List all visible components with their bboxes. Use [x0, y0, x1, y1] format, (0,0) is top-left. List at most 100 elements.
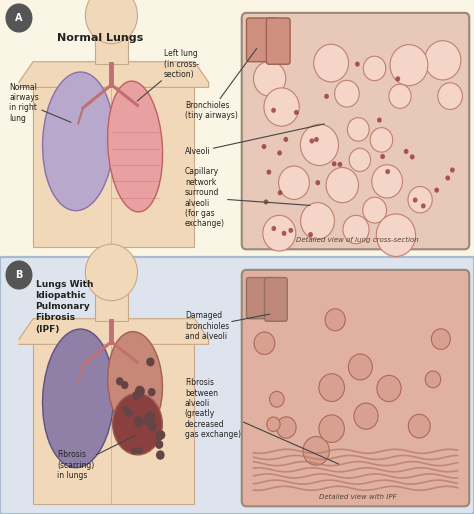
FancyBboxPatch shape	[95, 288, 128, 321]
Circle shape	[363, 56, 386, 81]
Circle shape	[404, 149, 409, 154]
Circle shape	[385, 169, 390, 174]
Circle shape	[301, 203, 335, 240]
Circle shape	[116, 377, 124, 386]
Text: Fibrosis
(scarring)
in lungs: Fibrosis (scarring) in lungs	[57, 435, 135, 480]
Circle shape	[314, 44, 348, 82]
Circle shape	[278, 190, 283, 195]
Text: Fibrosis
between
alveoli
(greatly
decreased
gas exchange): Fibrosis between alveoli (greatly decrea…	[185, 378, 339, 464]
Circle shape	[264, 88, 299, 126]
Circle shape	[324, 94, 329, 99]
Text: Alveoli: Alveoli	[185, 124, 324, 156]
Circle shape	[271, 108, 276, 113]
Circle shape	[279, 166, 310, 199]
Circle shape	[354, 403, 378, 429]
FancyBboxPatch shape	[0, 257, 474, 514]
Circle shape	[283, 137, 288, 142]
Polygon shape	[19, 62, 209, 87]
Circle shape	[370, 127, 393, 152]
Circle shape	[380, 154, 385, 159]
Circle shape	[122, 406, 129, 413]
Circle shape	[270, 391, 284, 407]
Circle shape	[272, 226, 276, 231]
Text: Bronchioles
(tiny airways): Bronchioles (tiny airways)	[185, 48, 257, 120]
Circle shape	[319, 415, 345, 443]
Circle shape	[319, 374, 345, 401]
Circle shape	[389, 84, 411, 108]
Circle shape	[254, 61, 286, 96]
Text: Detailed view of lung cross-section: Detailed view of lung cross-section	[297, 236, 419, 243]
Circle shape	[282, 231, 286, 236]
Circle shape	[314, 137, 319, 142]
Circle shape	[343, 215, 369, 244]
Circle shape	[395, 76, 400, 81]
Circle shape	[6, 4, 32, 32]
Ellipse shape	[112, 393, 163, 455]
Circle shape	[85, 244, 137, 301]
FancyBboxPatch shape	[33, 319, 194, 504]
Circle shape	[332, 161, 337, 167]
Circle shape	[277, 151, 282, 156]
Circle shape	[376, 214, 416, 256]
Ellipse shape	[43, 329, 114, 468]
Text: A: A	[15, 13, 23, 23]
Text: Damaged
bronchioles
and alveoli: Damaged bronchioles and alveoli	[185, 311, 270, 341]
Circle shape	[6, 261, 32, 289]
Circle shape	[355, 62, 360, 67]
Circle shape	[310, 138, 314, 143]
Circle shape	[121, 381, 128, 389]
Circle shape	[267, 417, 280, 431]
Circle shape	[264, 199, 268, 205]
Text: Normal Lungs: Normal Lungs	[57, 33, 143, 43]
Circle shape	[85, 0, 137, 44]
Circle shape	[377, 375, 401, 401]
Circle shape	[148, 422, 157, 431]
Text: Detailed view with IPF: Detailed view with IPF	[319, 493, 397, 500]
Circle shape	[413, 197, 418, 203]
Circle shape	[145, 411, 155, 423]
Circle shape	[301, 124, 338, 166]
Polygon shape	[19, 319, 209, 344]
Circle shape	[126, 409, 133, 417]
Circle shape	[254, 332, 275, 355]
Circle shape	[325, 309, 345, 331]
Circle shape	[134, 416, 144, 427]
FancyBboxPatch shape	[264, 278, 287, 321]
FancyBboxPatch shape	[266, 18, 290, 64]
Text: Lungs With
Idiopathic
Pulmonary
Fibrosis
(IPF): Lungs With Idiopathic Pulmonary Fibrosis…	[36, 280, 93, 334]
FancyBboxPatch shape	[242, 13, 469, 249]
Circle shape	[146, 357, 155, 366]
Circle shape	[335, 80, 359, 107]
Circle shape	[372, 164, 402, 198]
Circle shape	[337, 162, 342, 167]
Circle shape	[144, 417, 151, 426]
Circle shape	[155, 432, 163, 441]
Circle shape	[434, 188, 439, 193]
Circle shape	[421, 204, 426, 209]
Circle shape	[450, 168, 455, 173]
Ellipse shape	[108, 332, 163, 434]
FancyBboxPatch shape	[246, 278, 275, 319]
Ellipse shape	[43, 72, 114, 211]
Circle shape	[410, 154, 415, 159]
Circle shape	[390, 45, 428, 86]
FancyBboxPatch shape	[33, 62, 194, 247]
Circle shape	[347, 118, 369, 141]
Circle shape	[363, 197, 387, 223]
Circle shape	[308, 232, 313, 237]
Circle shape	[276, 417, 296, 438]
Circle shape	[377, 118, 382, 123]
Circle shape	[135, 386, 145, 397]
Text: B: B	[15, 270, 23, 280]
Ellipse shape	[108, 81, 163, 212]
Circle shape	[132, 391, 140, 400]
Circle shape	[326, 168, 358, 203]
Circle shape	[294, 110, 299, 115]
FancyBboxPatch shape	[242, 270, 469, 506]
Circle shape	[425, 371, 441, 388]
Circle shape	[289, 228, 293, 233]
Circle shape	[431, 329, 450, 350]
Text: Normal
airways
in right
lung: Normal airways in right lung	[9, 83, 71, 123]
Text: Left lung
(in cross-
section): Left lung (in cross- section)	[137, 49, 199, 101]
Circle shape	[438, 83, 463, 109]
